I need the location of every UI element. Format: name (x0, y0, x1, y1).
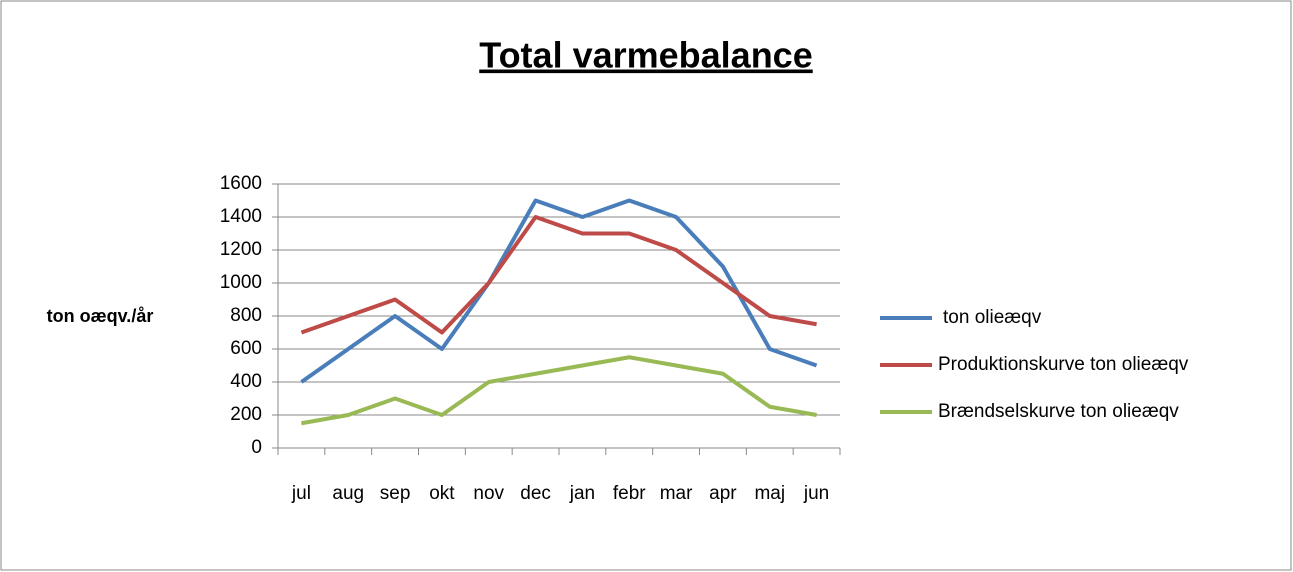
series-line (301, 355, 817, 426)
chart-title: Total varmebalance (479, 35, 812, 76)
legend-label: Brændselskurve ton olieæqv (938, 401, 1179, 422)
y-axis-label: ton oæqv./år (47, 306, 154, 326)
y-tick-label: 600 (230, 338, 262, 359)
x-tick-label: maj (754, 483, 785, 504)
x-tick-label: jun (803, 483, 829, 504)
legend-label: ton olieæqv (943, 307, 1042, 328)
y-tick-label: 800 (230, 305, 262, 326)
y-tick-label: 400 (230, 371, 262, 392)
x-tick-label: jul (291, 483, 311, 504)
x-tick-label: nov (473, 483, 504, 504)
x-tick-label: sep (380, 483, 411, 504)
x-tick-label: mar (660, 483, 693, 504)
legend-label: Produktionskurve ton olieæqv (938, 354, 1189, 375)
y-tick-label: 1200 (220, 239, 262, 260)
y-tick-label: 1400 (220, 206, 262, 227)
y-tick-label: 200 (230, 404, 262, 425)
series-line (300, 215, 817, 335)
x-tick-label: dec (520, 483, 551, 504)
x-tick-label: aug (332, 483, 364, 504)
x-tick-label: okt (429, 483, 455, 504)
x-tick-label: febr (613, 483, 646, 504)
y-tick-label: 0 (251, 437, 262, 458)
x-tick-label: jan (569, 483, 595, 504)
series-line (300, 198, 818, 384)
y-tick-label: 1000 (220, 272, 262, 293)
x-tick-label: apr (709, 483, 737, 504)
y-tick-label: 1600 (220, 173, 262, 194)
